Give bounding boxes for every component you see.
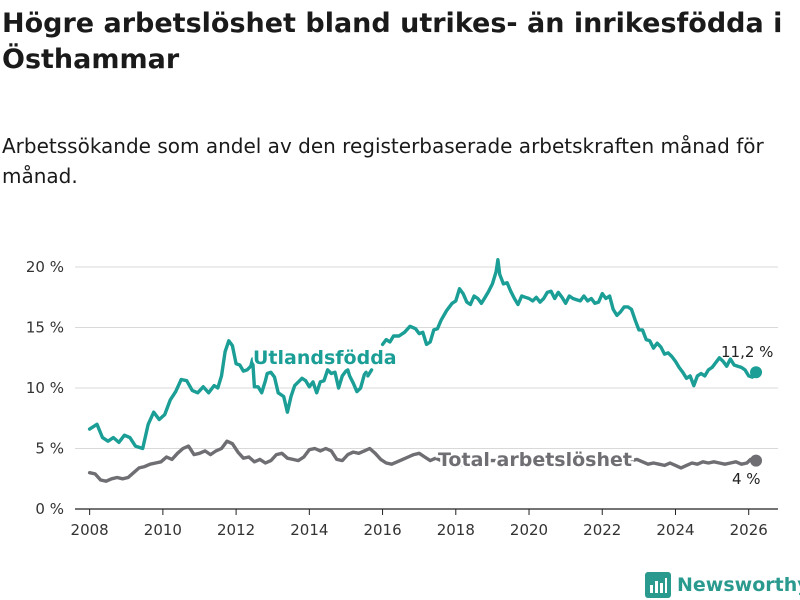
series-line-total: [87, 439, 504, 483]
brand-logo: Newsworthy: [645, 570, 800, 600]
x-tick-label: 2016: [363, 521, 401, 539]
y-tick-label: 10 %: [26, 379, 64, 397]
series-line-utlandsfodda: [87, 339, 368, 451]
series-line-utlandsfodda: [380, 258, 758, 388]
brand-name: Newsworthy: [677, 574, 800, 596]
series-line-utlandsfodda: [366, 368, 374, 378]
end-label-total: 4 %: [732, 470, 761, 488]
x-tick-label: 2024: [656, 521, 694, 539]
x-axis: 2008 2010 2012 2014 2016 2018 2020 2022 2024 2026: [71, 509, 768, 539]
x-tick-label: 2008: [71, 521, 109, 539]
series-label-utlandsfodda: Utlandsfödda: [253, 347, 397, 369]
y-tick-label: 5 %: [35, 440, 64, 458]
x-tick-label: 2012: [217, 521, 255, 539]
newsworthy-logo-icon: [645, 572, 671, 598]
gridlines: [75, 266, 778, 510]
end-marker-utlandsfodda: [750, 366, 763, 379]
x-tick-label: 2020: [510, 521, 548, 539]
x-tick-label: 2014: [290, 521, 328, 539]
x-tick-label: 2026: [730, 521, 768, 539]
y-tick-label: 0 %: [35, 500, 64, 518]
y-axis-ticks: 0 % 5 % 10 % 15 % 20 %: [26, 258, 64, 518]
y-tick-label: 15 %: [26, 319, 64, 337]
series-line-total: [629, 457, 758, 470]
chart-title: Högre arbetslöshet bland utrikes- än inr…: [2, 8, 783, 75]
chart-subtitle: Arbetssökande som andel av den registerb…: [2, 134, 764, 188]
y-tick-label: 20 %: [26, 258, 64, 276]
x-tick-label: 2010: [144, 521, 182, 539]
series-end-markers: [750, 366, 763, 467]
end-marker-total: [750, 454, 763, 467]
series-label-total: Total arbetslöshet: [438, 449, 632, 471]
x-tick-label: 2018: [437, 521, 475, 539]
series-lines: [87, 258, 758, 483]
x-tick-label: 2022: [583, 521, 621, 539]
end-label-utlandsfodda: 11,2 %: [721, 343, 773, 361]
